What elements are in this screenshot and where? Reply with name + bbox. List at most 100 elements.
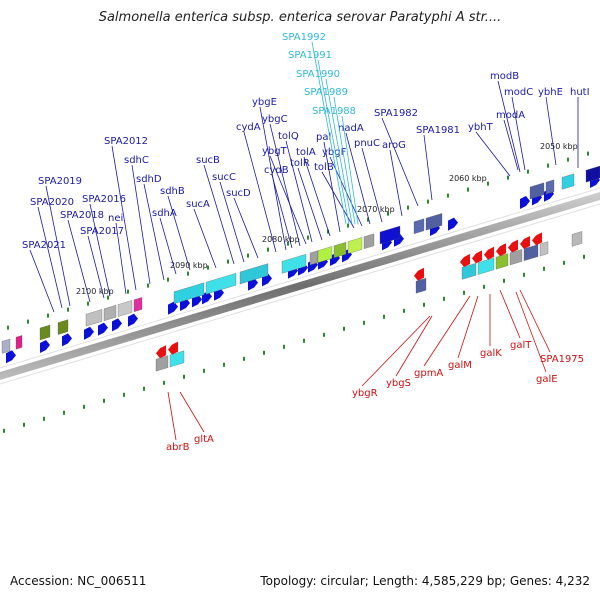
forward-gene-arrow: [112, 318, 122, 332]
gene-label-SPA1982: SPA1982: [374, 108, 418, 119]
forward-gene-arrow: [84, 326, 94, 340]
leader-line: [475, 131, 511, 177]
feature-box: [117, 300, 133, 317]
leader-line: [497, 80, 521, 173]
leader-line: [89, 203, 111, 297]
forward-gene-arrow: [62, 333, 72, 347]
feature-box: [413, 218, 425, 235]
reverse-gene-arrow: [414, 267, 424, 281]
feature-box: [333, 241, 347, 259]
gene-label-galM: galM: [448, 360, 472, 371]
leader-line: [233, 197, 259, 259]
gene-label-modB: modB: [490, 71, 519, 82]
gene-label-cydB: cydB: [264, 165, 289, 176]
feature-box: [509, 249, 523, 266]
reverse-gene-arrow: [484, 246, 494, 260]
leader-line: [341, 115, 359, 225]
feature-box: [585, 165, 600, 183]
gene-label-galE: galE: [536, 374, 558, 385]
leader-line: [111, 145, 137, 291]
map-title: Salmonella enterica subsp. enterica sero…: [98, 10, 502, 25]
feature-box: [317, 246, 333, 263]
gene-label-SPA2020: SPA2020: [30, 197, 74, 208]
leader-line: [271, 174, 293, 249]
gene-label-sucD: sucD: [226, 188, 251, 199]
leader-line: [37, 206, 63, 309]
gene-label-galK: galK: [480, 348, 502, 359]
leader-line: [345, 132, 371, 225]
reverse-gene-arrow: [496, 243, 506, 257]
feature-box: [85, 309, 103, 327]
leader-line: [333, 96, 356, 225]
leader-line: [361, 147, 383, 223]
gene-label-SPA1975: SPA1975: [540, 354, 584, 365]
gene-label-sucB: sucB: [196, 155, 220, 166]
leader-line: [219, 181, 245, 263]
leader-line: [457, 295, 479, 359]
feature-box: [523, 244, 539, 262]
leader-line: [423, 134, 433, 201]
feature-box: [347, 237, 363, 254]
gene-label-sdhC: sdhC: [124, 155, 149, 166]
feature-box: [39, 324, 51, 341]
gene-label-SPA1989: SPA1989: [304, 87, 348, 98]
gene-label-sucA: sucA: [186, 199, 210, 210]
accession-text: Accession: NC_006511: [10, 574, 147, 588]
gene-label-tolA: tolA: [296, 147, 316, 158]
leader-line: [321, 171, 355, 229]
gene-label-ybgE: ybgE: [252, 97, 277, 108]
gene-label-tolB: tolB: [314, 162, 334, 173]
gene-label-SPA2018: SPA2018: [60, 210, 104, 221]
feature-box: [57, 319, 69, 335]
leader-line: [323, 141, 341, 233]
reverse-gene-arrow: [460, 254, 470, 267]
leader-line: [317, 59, 350, 225]
gene-label-sdhA: sdhA: [152, 208, 177, 219]
leader-line: [87, 235, 105, 299]
reverse-gene-arrow: [156, 345, 166, 359]
gene-label-modA: modA: [496, 110, 525, 121]
feature-box: [461, 262, 477, 280]
leader-line: [515, 291, 547, 373]
gene-label-tolR: tolR: [290, 158, 310, 169]
leader-line: [395, 315, 433, 377]
leader-line: [503, 119, 519, 171]
ruler-label: 2100 kbp: [76, 287, 114, 296]
gene-label-ybgC: ybgC: [262, 114, 288, 125]
feature-box: [529, 182, 545, 200]
feature-box: [309, 250, 319, 266]
reverse-gene-arrow: [532, 232, 542, 246]
gene-label-gpmA: gpmA: [414, 368, 443, 379]
gene-label-sdhB: sdhB: [160, 186, 185, 197]
feature-box: [363, 233, 375, 250]
ruler-label: 2080 kbp: [262, 235, 300, 244]
ruler-label: 2060 kbp: [449, 174, 487, 183]
feature-box: [571, 231, 583, 247]
leader-line: [45, 185, 71, 307]
forward-gene-arrow: [202, 291, 212, 305]
gene-label-sucC: sucC: [212, 172, 236, 183]
backbone: [0, 192, 600, 380]
backbone-edge: [0, 187, 600, 369]
forward-gene-arrow: [168, 301, 178, 315]
leader-line: [203, 164, 235, 265]
leader-line: [545, 96, 557, 166]
feature-box: [15, 335, 23, 350]
reverse-gene-arrow: [520, 236, 530, 249]
feature-box: [155, 355, 169, 372]
ruler-label: 2050 kbp: [540, 142, 578, 151]
feature-box: [415, 277, 427, 294]
feature-box: [1, 338, 11, 354]
reverse-gene-arrow: [472, 250, 482, 264]
leader-line: [511, 96, 526, 171]
topology-text: Topology: circular; Length: 4,585,229 bp…: [260, 574, 590, 588]
feature-box: [545, 179, 555, 195]
gene-label-ybgR: ybgR: [352, 388, 378, 399]
leader-line: [115, 222, 127, 295]
feature-box: [169, 350, 185, 368]
gene-label-SPA1992: SPA1992: [282, 32, 326, 43]
gene-label-pnuC: pnuC: [354, 138, 380, 149]
leader-line: [269, 155, 307, 245]
gene-label-hutI: hutI: [570, 87, 590, 98]
gene-label-aroG: aroG: [382, 140, 406, 151]
